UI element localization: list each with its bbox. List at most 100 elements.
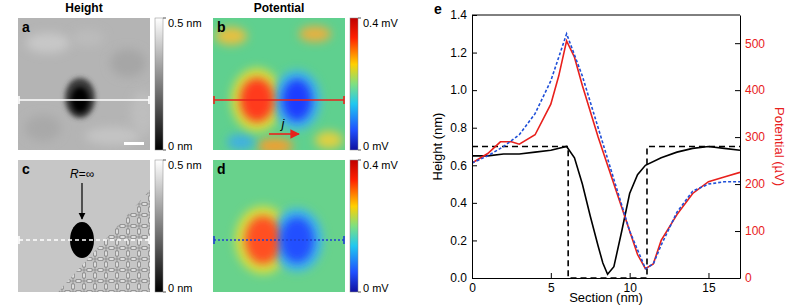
colorbar-label: 0 nm bbox=[168, 282, 192, 294]
section-line bbox=[19, 239, 149, 241]
resistor bbox=[83, 284, 85, 289]
resistor bbox=[109, 170, 114, 172]
resistor bbox=[32, 160, 37, 161]
tick-label: 0.2 bbox=[450, 234, 467, 248]
y2-axis: 0100200300400500 bbox=[735, 16, 765, 286]
resistor bbox=[109, 247, 114, 249]
resistor bbox=[43, 160, 48, 161]
resistor bbox=[43, 192, 48, 194]
resistor bbox=[65, 225, 70, 227]
resistor bbox=[65, 214, 70, 216]
tick: 5 bbox=[548, 273, 555, 295]
resistor bbox=[21, 280, 26, 282]
resistor bbox=[98, 247, 103, 249]
resistor bbox=[120, 214, 125, 216]
tick-label: 200 bbox=[745, 177, 765, 191]
tick: 0.4 bbox=[450, 196, 477, 210]
resistor bbox=[120, 280, 125, 282]
resistor bbox=[94, 262, 96, 267]
resistor bbox=[120, 170, 125, 172]
resistor bbox=[18, 174, 19, 179]
colorbar-label: 0 mV bbox=[363, 282, 389, 294]
resistor bbox=[76, 269, 81, 271]
resistor bbox=[116, 207, 118, 212]
resistor bbox=[72, 185, 74, 190]
tick-label: 1.4 bbox=[450, 8, 467, 22]
resistor bbox=[39, 273, 41, 278]
resistor bbox=[83, 273, 85, 278]
image-panel: d0.4 mV0 mV bbox=[213, 159, 399, 294]
resistor bbox=[98, 192, 103, 194]
resistor bbox=[21, 291, 26, 292]
image bbox=[213, 160, 345, 292]
resistor bbox=[18, 262, 19, 267]
resistor bbox=[43, 291, 48, 292]
tick-mark bbox=[472, 15, 477, 16]
colorbar bbox=[350, 18, 358, 150]
resistor bbox=[120, 181, 125, 183]
resistor bbox=[120, 192, 125, 194]
resistor bbox=[149, 174, 150, 179]
panel-label: e bbox=[434, 1, 442, 17]
resistor bbox=[131, 225, 136, 227]
tick-mark bbox=[735, 231, 740, 232]
resistor bbox=[39, 218, 41, 223]
resistor bbox=[105, 218, 107, 223]
resistor bbox=[61, 229, 63, 234]
tick-mark bbox=[472, 53, 477, 54]
resistor bbox=[109, 258, 114, 260]
colorbar-tick bbox=[358, 18, 361, 19]
resistor bbox=[72, 218, 74, 223]
resistor bbox=[116, 251, 118, 256]
resistor bbox=[149, 229, 150, 234]
image-panel: R=∞c0.5 nm0 nm bbox=[17, 159, 202, 300]
resistor bbox=[105, 251, 107, 256]
resistor bbox=[18, 185, 19, 190]
tick-label: 400 bbox=[745, 83, 765, 97]
resistor bbox=[105, 229, 107, 234]
section-end bbox=[343, 236, 345, 244]
resistor bbox=[127, 262, 129, 267]
resistor bbox=[21, 258, 26, 260]
resistor bbox=[120, 291, 125, 292]
resistor bbox=[39, 174, 41, 179]
resistor bbox=[87, 214, 92, 216]
resistor bbox=[120, 269, 125, 271]
grid-wire bbox=[40, 160, 41, 292]
resistor bbox=[65, 247, 70, 249]
resistor bbox=[142, 192, 147, 194]
blob bbox=[280, 217, 314, 263]
grid-wire bbox=[95, 160, 96, 292]
grid-wire bbox=[150, 160, 151, 292]
resistor bbox=[142, 258, 147, 260]
resistor bbox=[43, 225, 48, 227]
resistor bbox=[127, 251, 129, 256]
colorbar-tick bbox=[163, 18, 166, 19]
resistor bbox=[65, 160, 70, 161]
resistor bbox=[50, 207, 52, 212]
resistor bbox=[61, 284, 63, 289]
resistor bbox=[87, 258, 92, 260]
tick: 500 bbox=[735, 37, 765, 51]
resistor bbox=[83, 185, 85, 190]
tick-label: 100 bbox=[745, 224, 765, 238]
resistor bbox=[127, 196, 129, 201]
tick: 1.0 bbox=[450, 83, 477, 97]
resistor bbox=[76, 280, 81, 282]
section-end bbox=[343, 96, 345, 104]
resistor bbox=[21, 192, 26, 194]
resistor bbox=[138, 284, 140, 289]
resistor bbox=[94, 207, 96, 212]
resistor bbox=[39, 229, 41, 234]
resistor bbox=[65, 258, 70, 260]
resistor bbox=[98, 203, 103, 205]
tick-mark bbox=[472, 273, 473, 278]
resistor bbox=[76, 291, 81, 292]
resistor bbox=[94, 251, 96, 256]
resistor bbox=[50, 185, 52, 190]
resistor bbox=[83, 196, 85, 201]
tick-label: 15 bbox=[702, 281, 716, 295]
resistor bbox=[61, 196, 63, 201]
resistor bbox=[131, 192, 136, 194]
blob bbox=[227, 134, 255, 150]
